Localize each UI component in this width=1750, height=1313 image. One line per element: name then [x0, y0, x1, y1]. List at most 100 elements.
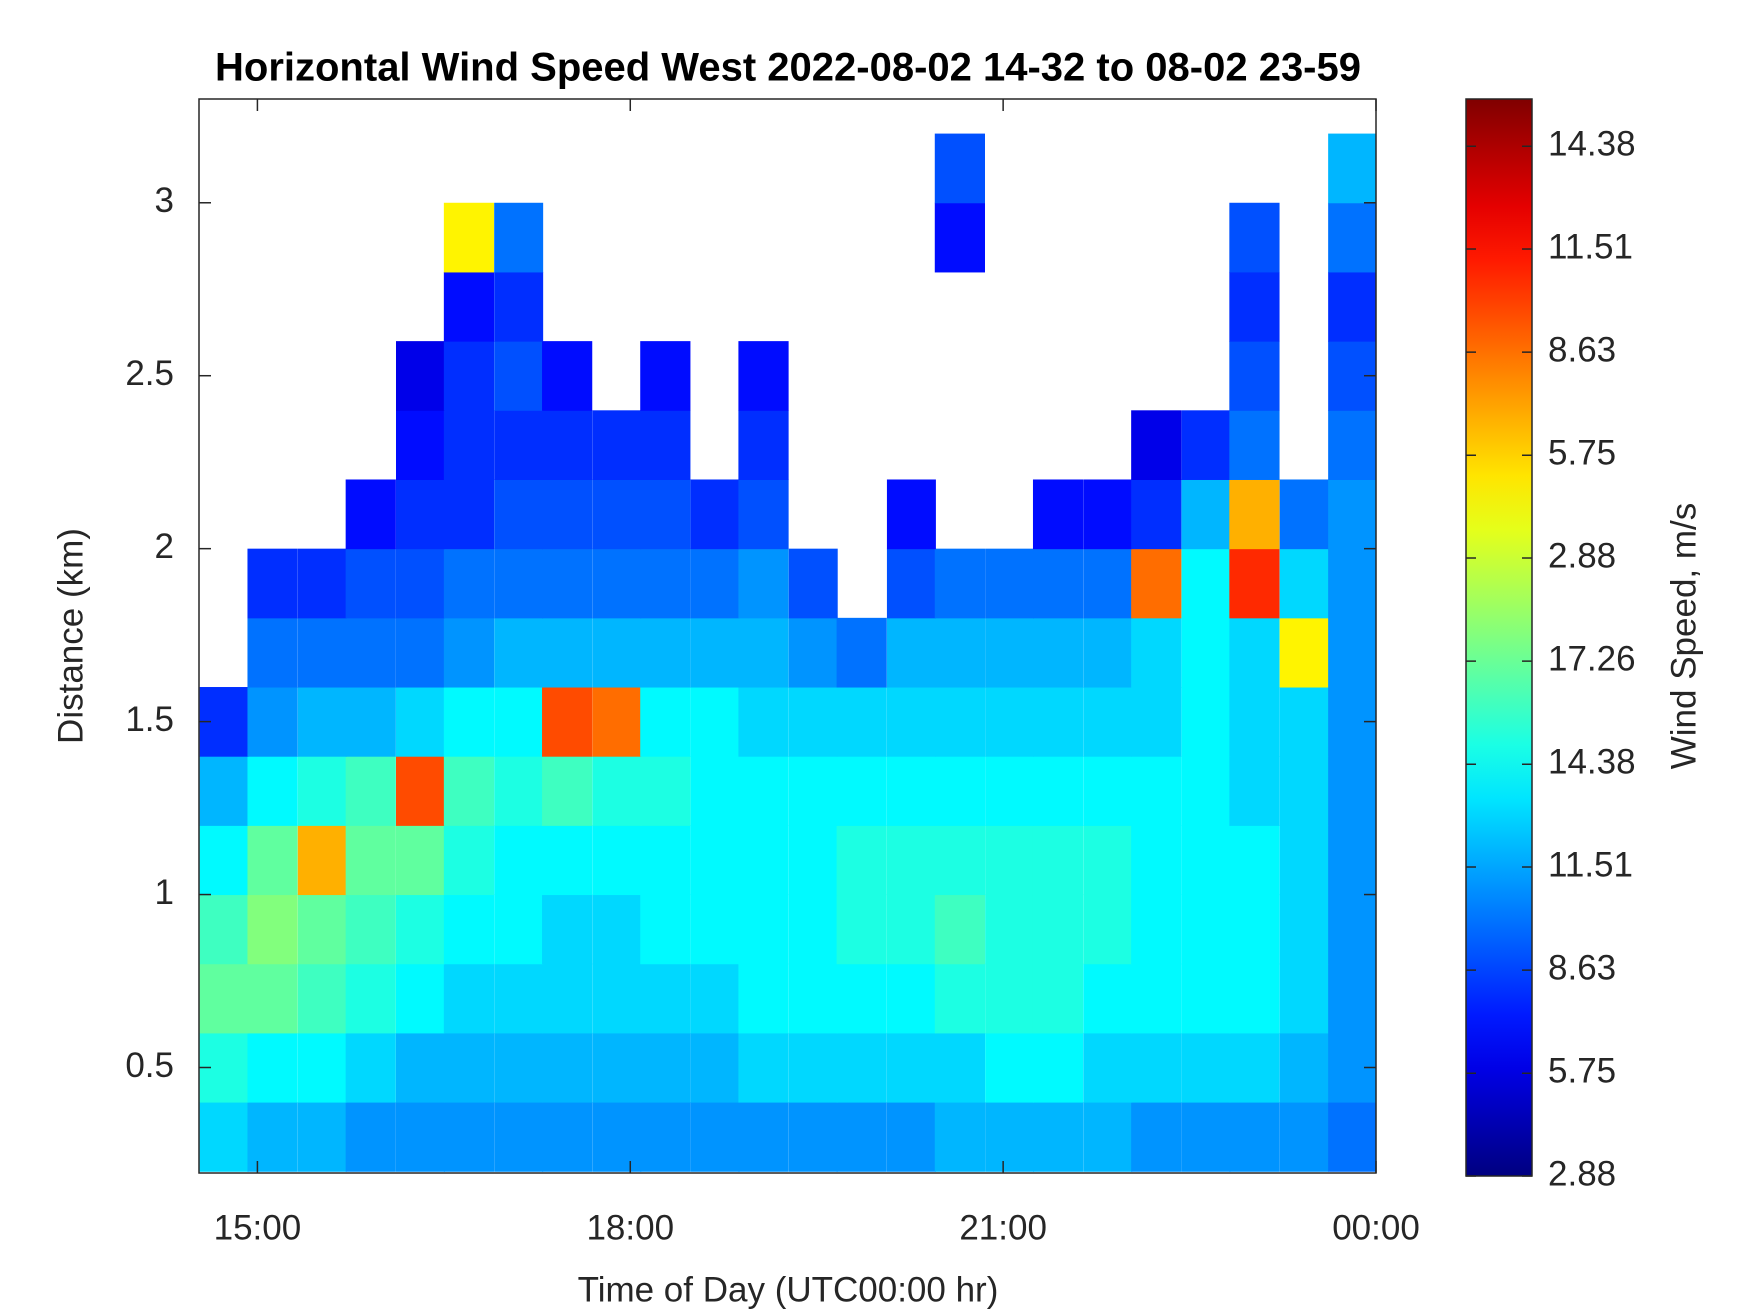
heat-cell: [788, 548, 838, 619]
heat-cell: [592, 894, 642, 965]
heat-cell: [640, 617, 691, 688]
heat-cell: [297, 894, 347, 965]
heat-cell: [494, 963, 544, 1034]
heat-cell: [592, 410, 642, 480]
heat-cell: [247, 756, 298, 826]
y-tick-label: 2.5: [125, 354, 174, 393]
heat-cell: [1083, 1102, 1133, 1172]
heat-cell: [1032, 687, 1084, 757]
heat-cell: [345, 1102, 396, 1172]
heat-cell: [1229, 825, 1280, 896]
heat-cell: [494, 1102, 544, 1172]
heat-cell: [494, 1032, 544, 1103]
heat-cell: [395, 617, 445, 688]
heat-cell: [1032, 617, 1084, 688]
heat-cell: [297, 756, 347, 826]
heat-cell: [345, 548, 396, 619]
heat-cell: [1229, 617, 1280, 688]
heat-cell: [886, 548, 936, 619]
heat-cell: [738, 825, 789, 896]
heat-cell: [1131, 410, 1182, 480]
y-tick-label: 2: [155, 527, 174, 566]
heat-cell: [690, 1032, 740, 1103]
heat-cell: [345, 825, 396, 896]
heat-cell: [443, 202, 495, 273]
heat-cell: [395, 1032, 445, 1103]
heat-cell: [542, 617, 593, 688]
heat-cell: [1328, 548, 1376, 619]
heat-cell: [542, 963, 593, 1034]
heat-cell: [1131, 894, 1182, 965]
heat-cell: [934, 202, 985, 273]
heat-cell: [1279, 963, 1329, 1034]
heat-cell: [1131, 1032, 1182, 1103]
heat-cell: [443, 1102, 495, 1172]
colorbar-tick-label: 14.38: [1548, 125, 1636, 164]
heat-cell: [690, 617, 740, 688]
heat-cell: [640, 410, 691, 480]
heat-cell: [443, 1032, 495, 1103]
heat-cell: [1083, 825, 1133, 896]
heat-cell: [443, 687, 495, 757]
heat-cell: [395, 410, 445, 480]
heat-cell: [690, 548, 740, 619]
heat-cell: [1279, 756, 1329, 826]
heat-cell: [395, 894, 445, 965]
heat-cell: [395, 963, 445, 1034]
heat-cell: [443, 825, 495, 896]
heat-cell: [1328, 1102, 1376, 1172]
heat-cell: [640, 548, 691, 619]
heat-cell: [247, 1032, 298, 1103]
colorbar-tick-label: 11.51: [1548, 227, 1633, 266]
heat-cell: [690, 479, 740, 550]
heat-cell: [1229, 756, 1280, 826]
heat-cell: [934, 548, 985, 619]
heat-cell: [592, 1102, 642, 1172]
colorbar-tick-label: 2.88: [1548, 536, 1616, 575]
y-tick-label: 1: [155, 873, 174, 912]
heat-cell: [1083, 963, 1133, 1034]
heat-cell: [542, 1102, 593, 1172]
heat-cell: [494, 341, 544, 411]
heat-cell: [1131, 479, 1182, 550]
heat-cell: [345, 479, 396, 550]
heat-cell: [1229, 687, 1280, 757]
heat-cell: [640, 756, 691, 826]
heat-cell: [886, 1102, 936, 1172]
heat-cell: [345, 756, 396, 826]
heat-cell: [985, 756, 1035, 826]
colorbar-tick-label: 17.26: [1548, 639, 1636, 678]
heat-cell: [494, 548, 544, 619]
heat-cell: [788, 825, 838, 896]
heat-cell: [640, 825, 691, 896]
heat-cell: [738, 1102, 789, 1172]
heat-cell: [247, 825, 298, 896]
heat-cell: [443, 479, 495, 550]
heat-cell: [592, 479, 642, 550]
heat-cell: [247, 617, 298, 688]
heat-cell: [592, 617, 642, 688]
heat-cell: [934, 963, 985, 1034]
colorbar: [1465, 98, 1533, 1177]
heat-cell: [640, 479, 691, 550]
heat-cell: [640, 341, 691, 411]
heat-cell: [1328, 825, 1376, 896]
heat-cell: [738, 756, 789, 826]
heat-cell: [1279, 825, 1329, 896]
colorbar-tick-label: 2.88: [1548, 1154, 1616, 1193]
heat-cell: [542, 825, 593, 896]
heat-cell: [1328, 479, 1376, 550]
heat-cell: [345, 963, 396, 1034]
heat-cell: [1181, 548, 1231, 619]
heat-cell: [690, 825, 740, 896]
heat-cell: [1181, 825, 1231, 896]
heat-cell: [542, 341, 593, 411]
heat-cell: [542, 1032, 593, 1103]
heat-cell: [1032, 1032, 1084, 1103]
heat-cell: [199, 894, 249, 965]
heat-cell: [1229, 341, 1280, 411]
heat-cell: [1328, 202, 1376, 273]
heat-cell: [494, 410, 544, 480]
heat-cell: [542, 756, 593, 826]
heat-cell: [1181, 687, 1231, 757]
